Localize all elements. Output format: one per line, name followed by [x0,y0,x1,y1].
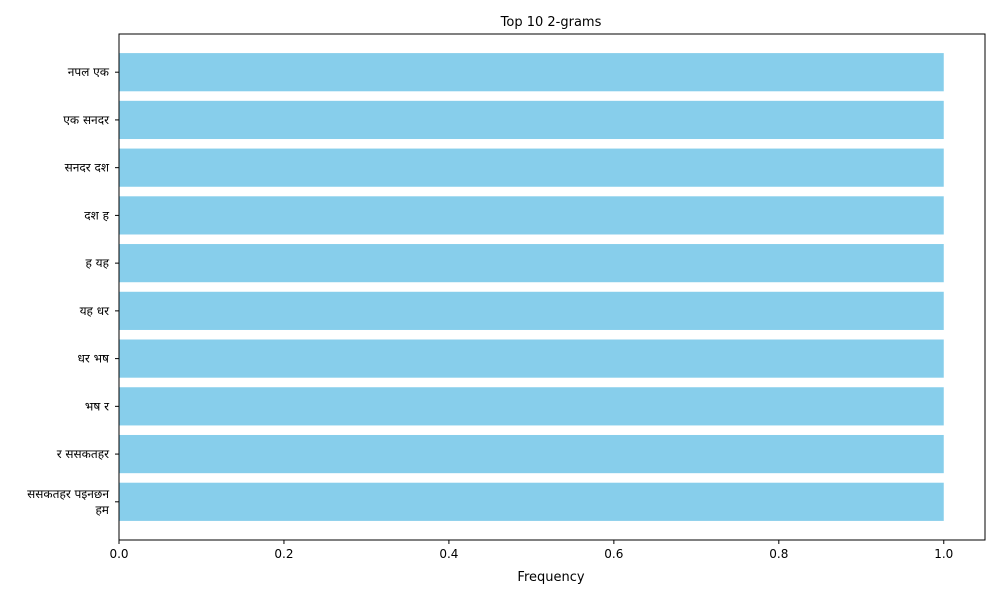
x-tick-label-4: 0.6 [604,547,623,561]
y-tick-label-6: यह धर [80,304,111,318]
y-tick-label-line: धर भष [78,352,111,366]
bar-3 [119,148,944,187]
y-tick-label-7: धर भष [78,352,111,366]
x-tick-label-3: 0.4 [439,547,458,561]
y-tick-label-line: र ससकतहर [57,447,110,461]
y-tick-label-2: एक सनदर [63,113,110,127]
bar-9 [119,434,944,474]
x-tick-label-1: 0.0 [109,547,128,561]
y-tick-label-line: ससकतहर पइनछन [27,487,109,501]
bar-6 [119,291,944,330]
y-tick-label-1: नपल एक [68,65,110,79]
y-tick-label-4: दश ह [84,208,109,222]
y-tick-label-9: र ससकतहर [57,447,110,461]
y-tick-label-line: एक सनदर [63,113,110,127]
bar-2 [119,100,944,140]
x-axis-label: Frequency [517,570,584,585]
y-tick-label-line: हम [95,503,109,517]
y-axis: नपल एक एक सनदर सनदर दश दश ह ह यह यह धर धर भष भष… [27,65,119,517]
bar-5 [119,244,944,283]
y-tick-label-line: यह धर [80,304,111,318]
x-axis: 0.0 0.2 0.4 0.6 0.8 1.0 [109,540,953,561]
y-tick-label-line: सनदर दश [65,161,110,175]
y-tick-label-10: ससकतहर पइनछन हम [27,487,110,517]
plot-frame [118,33,986,541]
bar-7 [119,339,944,378]
y-tick-label-line: दश ह [84,208,109,222]
y-tick-label-line: ह यह [85,256,109,270]
bar-8 [119,387,944,426]
bars-layer [119,53,944,521]
bar-4 [119,196,944,235]
bar-10 [119,482,944,521]
y-tick-label-8: भष र [85,399,110,413]
chart-title: Top 10 2-grams [500,15,602,30]
x-tick-label-2: 0.2 [274,547,293,561]
bar-1 [119,53,944,92]
y-tick-label-3: सनदर दश [65,161,110,175]
x-tick-label-6: 1.0 [934,547,953,561]
y-tick-label-5: ह यह [85,256,109,270]
y-tick-label-line: भष र [85,399,110,413]
y-tick-label-line: नपल एक [68,65,110,79]
x-tick-label-5: 0.8 [769,547,788,561]
